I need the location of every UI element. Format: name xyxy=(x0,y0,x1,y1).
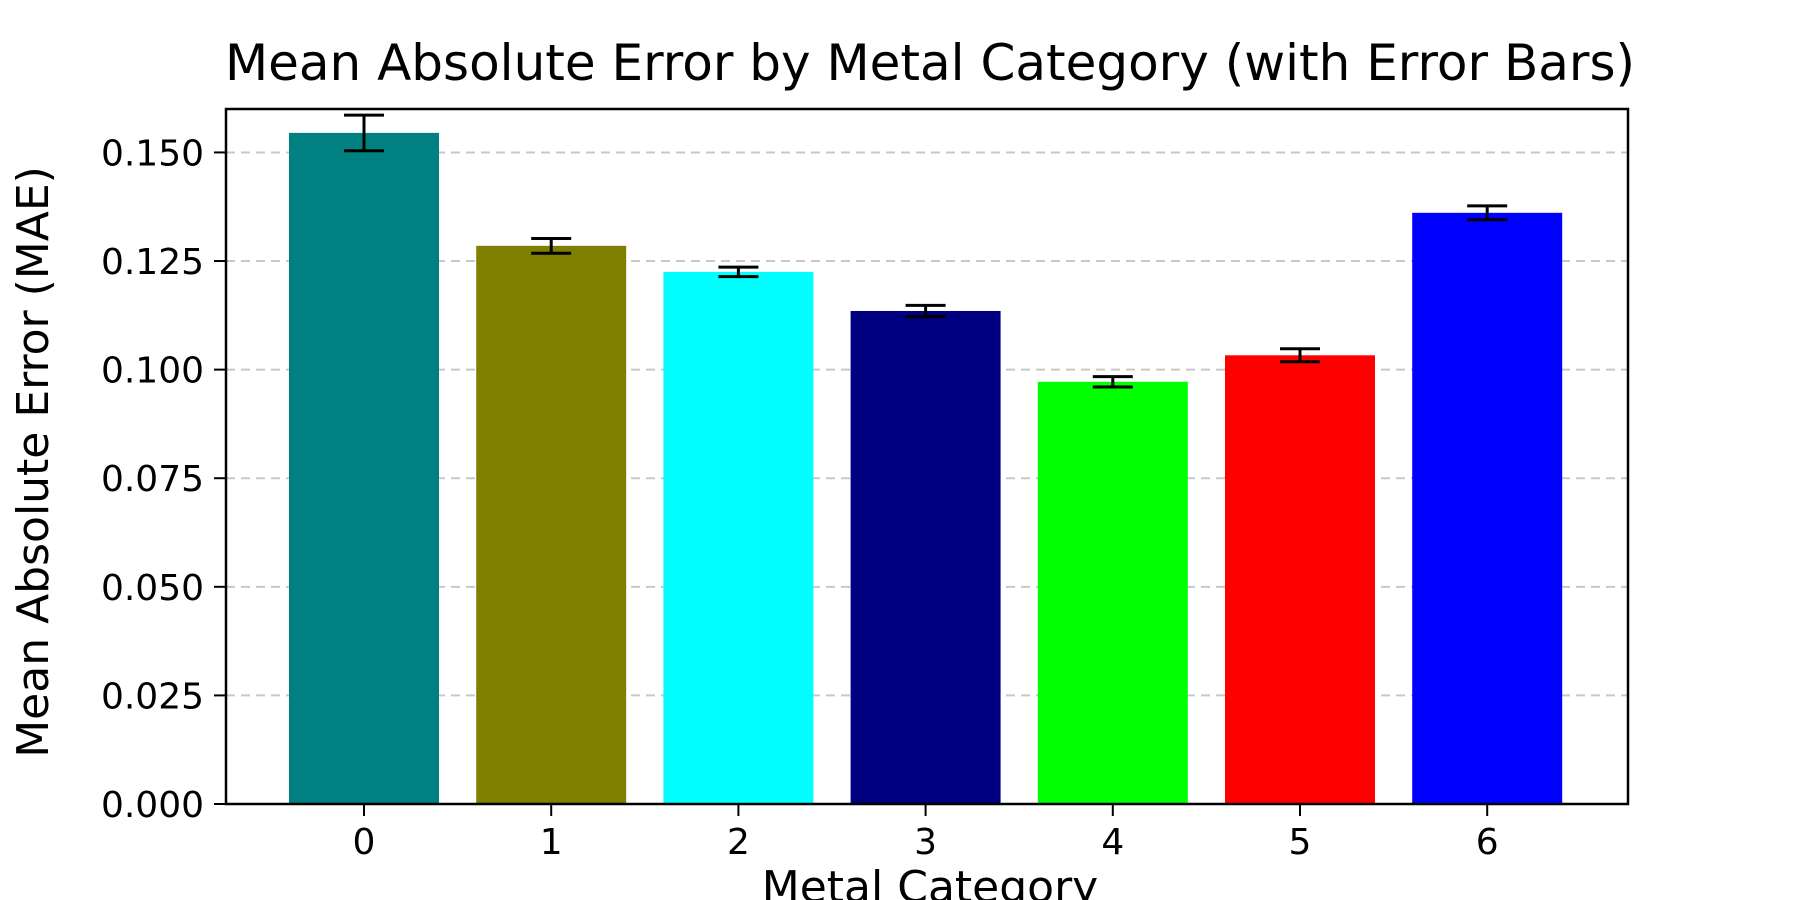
y-tick-label: 0.075 xyxy=(101,459,204,500)
chart-title: Mean Absolute Error by Metal Category (w… xyxy=(225,34,1635,92)
bar xyxy=(476,245,627,804)
y-tick-label: 0.000 xyxy=(101,785,204,826)
x-tick-label: 6 xyxy=(1476,822,1499,863)
x-tick-label: 5 xyxy=(1289,822,1312,863)
bar xyxy=(850,310,1001,804)
bar xyxy=(663,271,814,804)
x-tick-label: 2 xyxy=(727,822,750,863)
x-axis-label: Metal Category xyxy=(762,862,1098,900)
y-tick-label: 0.025 xyxy=(101,676,204,717)
y-tick-label: 0.150 xyxy=(101,133,204,174)
gridlines xyxy=(226,151,1628,697)
bar xyxy=(1037,381,1188,804)
x-tick-label: 4 xyxy=(1101,822,1124,863)
y-tick-label: 0.050 xyxy=(101,568,204,609)
plot-frame xyxy=(224,107,1630,806)
y-axis: 0.000 0.025 0.050 0.075 0.100 0.125 0.150 xyxy=(101,133,226,826)
bar xyxy=(1412,212,1563,805)
bars xyxy=(289,132,1563,805)
x-tick-label: 0 xyxy=(353,822,376,863)
bar xyxy=(289,132,439,804)
y-axis-label: Mean Absolute Error (MAE) xyxy=(8,166,59,758)
error-bars xyxy=(344,113,1508,389)
x-tick-label: 1 xyxy=(540,822,563,863)
y-tick-label: 0.125 xyxy=(101,242,204,283)
bar xyxy=(1225,355,1375,804)
y-tick-label: 0.100 xyxy=(101,351,204,392)
x-tick-label: 3 xyxy=(914,822,937,863)
x-axis: 0 1 2 3 4 5 6 xyxy=(353,804,1499,863)
